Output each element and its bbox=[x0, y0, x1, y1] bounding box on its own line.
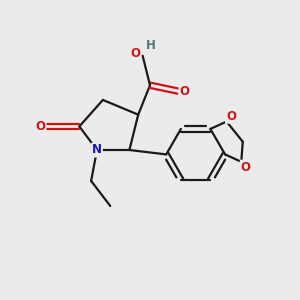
Text: O: O bbox=[241, 160, 251, 174]
Text: O: O bbox=[226, 110, 236, 123]
Text: H: H bbox=[146, 39, 156, 52]
Text: O: O bbox=[35, 120, 46, 133]
Text: O: O bbox=[130, 47, 140, 60]
Text: O: O bbox=[179, 85, 190, 98]
Text: N: N bbox=[92, 143, 102, 157]
